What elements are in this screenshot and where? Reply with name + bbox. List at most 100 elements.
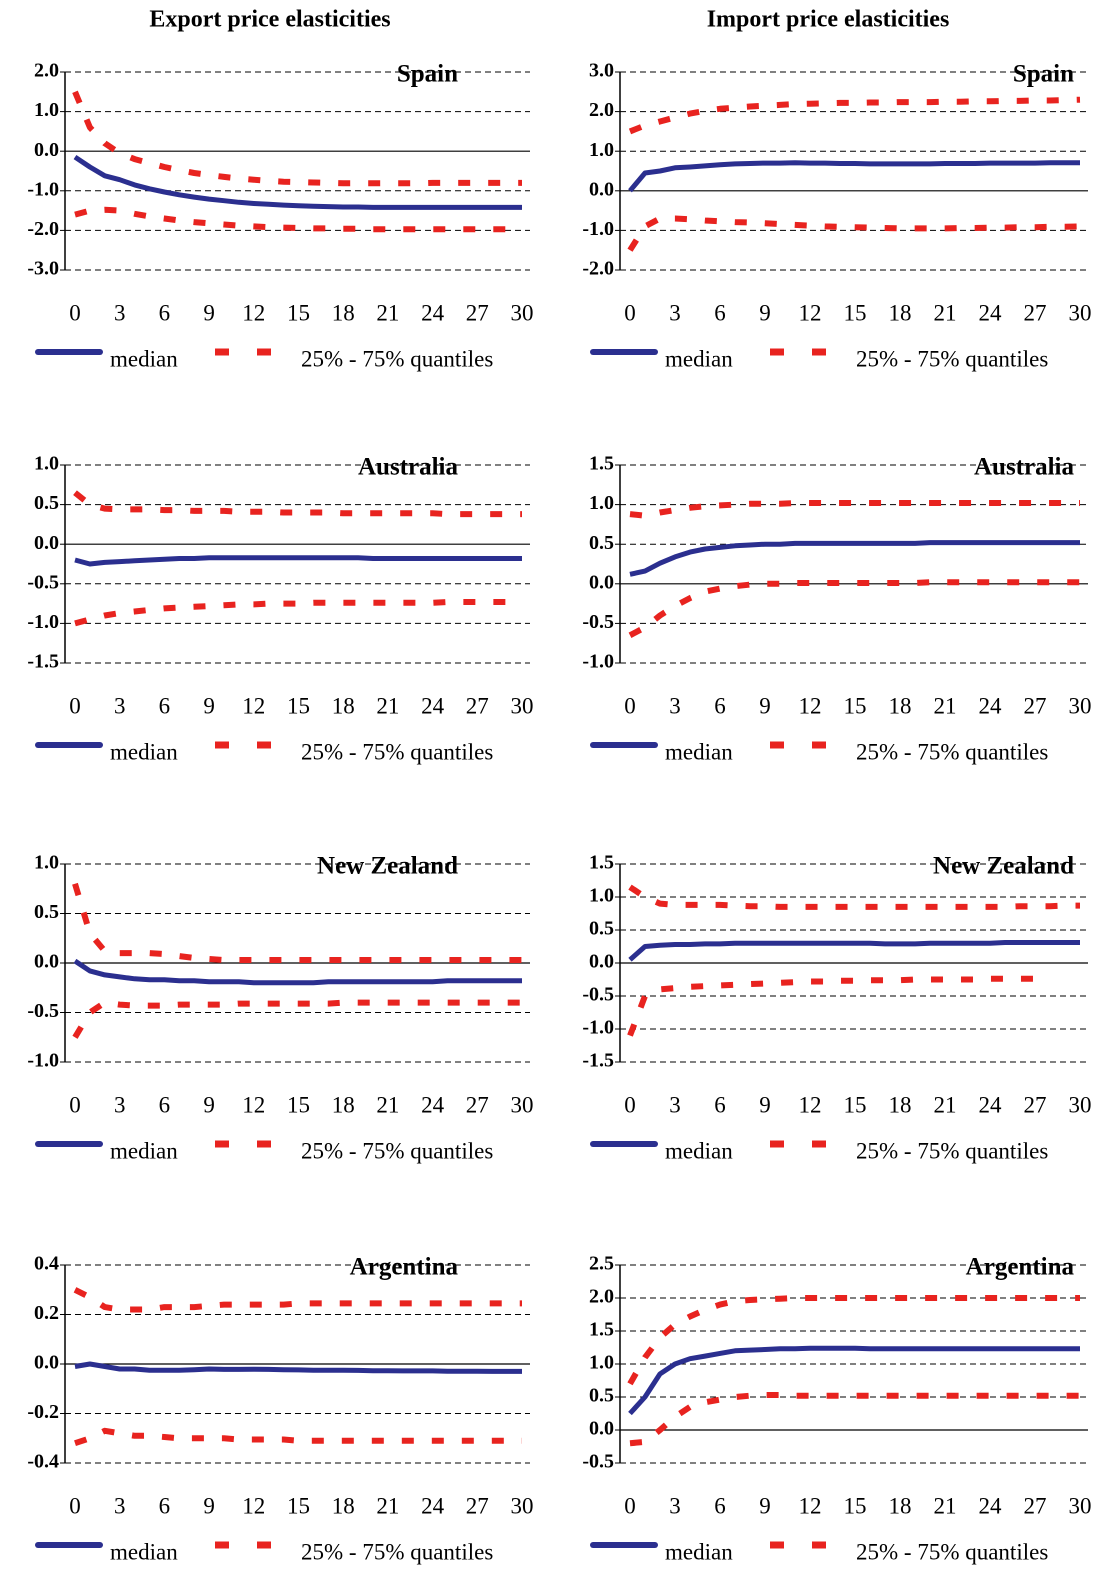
x-tick-label: 15 (287, 1092, 310, 1117)
legend-label: median (665, 739, 733, 764)
x-tick-label: 0 (69, 1092, 81, 1117)
y-tick-label: -1.0 (582, 651, 614, 673)
legend-label: median (110, 1138, 178, 1163)
y-tick-label: 1.0 (589, 1352, 614, 1374)
series-line (72, 882, 522, 963)
x-tick-label: 9 (203, 693, 215, 718)
x-tick-label: 30 (511, 693, 534, 718)
x-tick-label: 9 (203, 300, 215, 325)
y-tick-label: 0.0 (34, 532, 59, 554)
series-line (629, 540, 1080, 577)
y-tick-label: 1.0 (589, 492, 614, 514)
x-tick-label: 24 (979, 1493, 1003, 1518)
x-tick-label: 18 (332, 1493, 355, 1518)
x-tick-label: 24 (421, 1493, 445, 1518)
x-tick-label: 0 (69, 300, 81, 325)
x-tick-label: 12 (799, 1092, 822, 1117)
series-line (73, 490, 522, 518)
series-line (74, 555, 522, 567)
y-tick-label: 1.5 (589, 852, 614, 874)
x-tick-label: 18 (889, 1493, 912, 1518)
x-tick-label: 6 (714, 1493, 726, 1518)
x-tick-label: 18 (889, 693, 912, 718)
y-tick-label: -1.0 (27, 1050, 59, 1072)
legend-label: median (665, 1539, 733, 1564)
x-tick-label: 6 (159, 300, 171, 325)
x-tick-label: 27 (466, 693, 489, 718)
y-tick-label: 0.5 (34, 901, 59, 923)
legend-label: 25% - 75% quantiles (856, 1138, 1048, 1163)
x-tick-label: 12 (242, 1092, 265, 1117)
x-tick-label: 15 (287, 1493, 310, 1518)
x-tick-label: 18 (889, 300, 912, 325)
column-title: Export price elasticities (149, 7, 390, 33)
x-tick-label: 6 (714, 1092, 726, 1117)
y-tick-label: 2.0 (589, 1286, 614, 1308)
y-tick-label: -0.5 (27, 1000, 59, 1022)
column-title: Import price elasticities (707, 7, 950, 33)
y-tick-label: 0.2 (34, 1302, 59, 1324)
x-tick-label: 18 (889, 1092, 912, 1117)
x-tick-label: 3 (114, 300, 126, 325)
y-tick-label: 0.0 (589, 178, 614, 200)
y-tick-label: 1.0 (34, 852, 59, 874)
x-tick-label: 21 (376, 300, 399, 325)
legend-label: 25% - 75% quantiles (301, 1138, 493, 1163)
x-tick-label: 24 (979, 693, 1003, 718)
y-tick-label: 0.5 (589, 1385, 614, 1407)
chart-title: Argentina (966, 1254, 1075, 1281)
x-tick-label: 24 (421, 300, 445, 325)
x-tick-label: 12 (242, 693, 265, 718)
x-tick-label: 15 (844, 693, 867, 718)
y-tick-label: 0.0 (34, 1352, 59, 1374)
y-tick-label: -2.0 (27, 218, 59, 240)
y-tick-label: 0.0 (589, 571, 614, 593)
y-tick-label: -1.0 (27, 178, 59, 200)
y-tick-label: 0.0 (34, 139, 59, 161)
chart-title: Spain (397, 61, 458, 88)
x-tick-label: 12 (242, 1493, 265, 1518)
x-tick-label: 9 (203, 1092, 215, 1117)
series-line (73, 155, 522, 210)
x-tick-label: 3 (114, 693, 126, 718)
x-tick-label: 0 (624, 300, 636, 325)
y-tick-label: 2.0 (589, 99, 614, 121)
y-tick-label: 2.0 (34, 60, 59, 82)
y-tick-label: -0.5 (582, 611, 614, 633)
series-line (628, 96, 1081, 135)
y-tick-label: -1.5 (582, 1050, 614, 1072)
series-line (74, 1427, 522, 1447)
x-tick-label: 30 (1069, 1092, 1092, 1117)
y-tick-label: 0.0 (34, 951, 59, 973)
y-tick-label: 0.0 (589, 951, 614, 973)
legend-label: median (110, 739, 178, 764)
series-line (629, 1392, 1080, 1447)
x-tick-label: 15 (844, 1493, 867, 1518)
x-tick-label: 15 (287, 300, 310, 325)
x-tick-label: 3 (114, 1493, 126, 1518)
x-tick-label: 6 (714, 693, 726, 718)
x-tick-label: 3 (114, 1092, 126, 1117)
y-tick-label: 0.0 (589, 1418, 614, 1440)
x-tick-label: 24 (979, 1092, 1003, 1117)
x-tick-label: 12 (799, 693, 822, 718)
legend-label: median (110, 1539, 178, 1564)
y-tick-label: -0.4 (27, 1451, 59, 1473)
x-tick-label: 6 (714, 300, 726, 325)
x-tick-label: 0 (69, 693, 81, 718)
x-tick-label: 27 (466, 300, 489, 325)
x-tick-label: 21 (934, 300, 957, 325)
x-tick-label: 6 (159, 1493, 171, 1518)
x-tick-label: 15 (844, 300, 867, 325)
x-tick-label: 18 (332, 300, 355, 325)
x-tick-label: 30 (1069, 693, 1092, 718)
series-line (627, 975, 1050, 1037)
chart-title: Spain (1013, 61, 1074, 88)
x-tick-label: 27 (1024, 1493, 1047, 1518)
x-tick-label: 12 (242, 300, 265, 325)
x-tick-label: 3 (669, 1092, 681, 1117)
y-tick-label: 3.0 (589, 60, 614, 82)
x-tick-label: 9 (203, 1493, 215, 1518)
